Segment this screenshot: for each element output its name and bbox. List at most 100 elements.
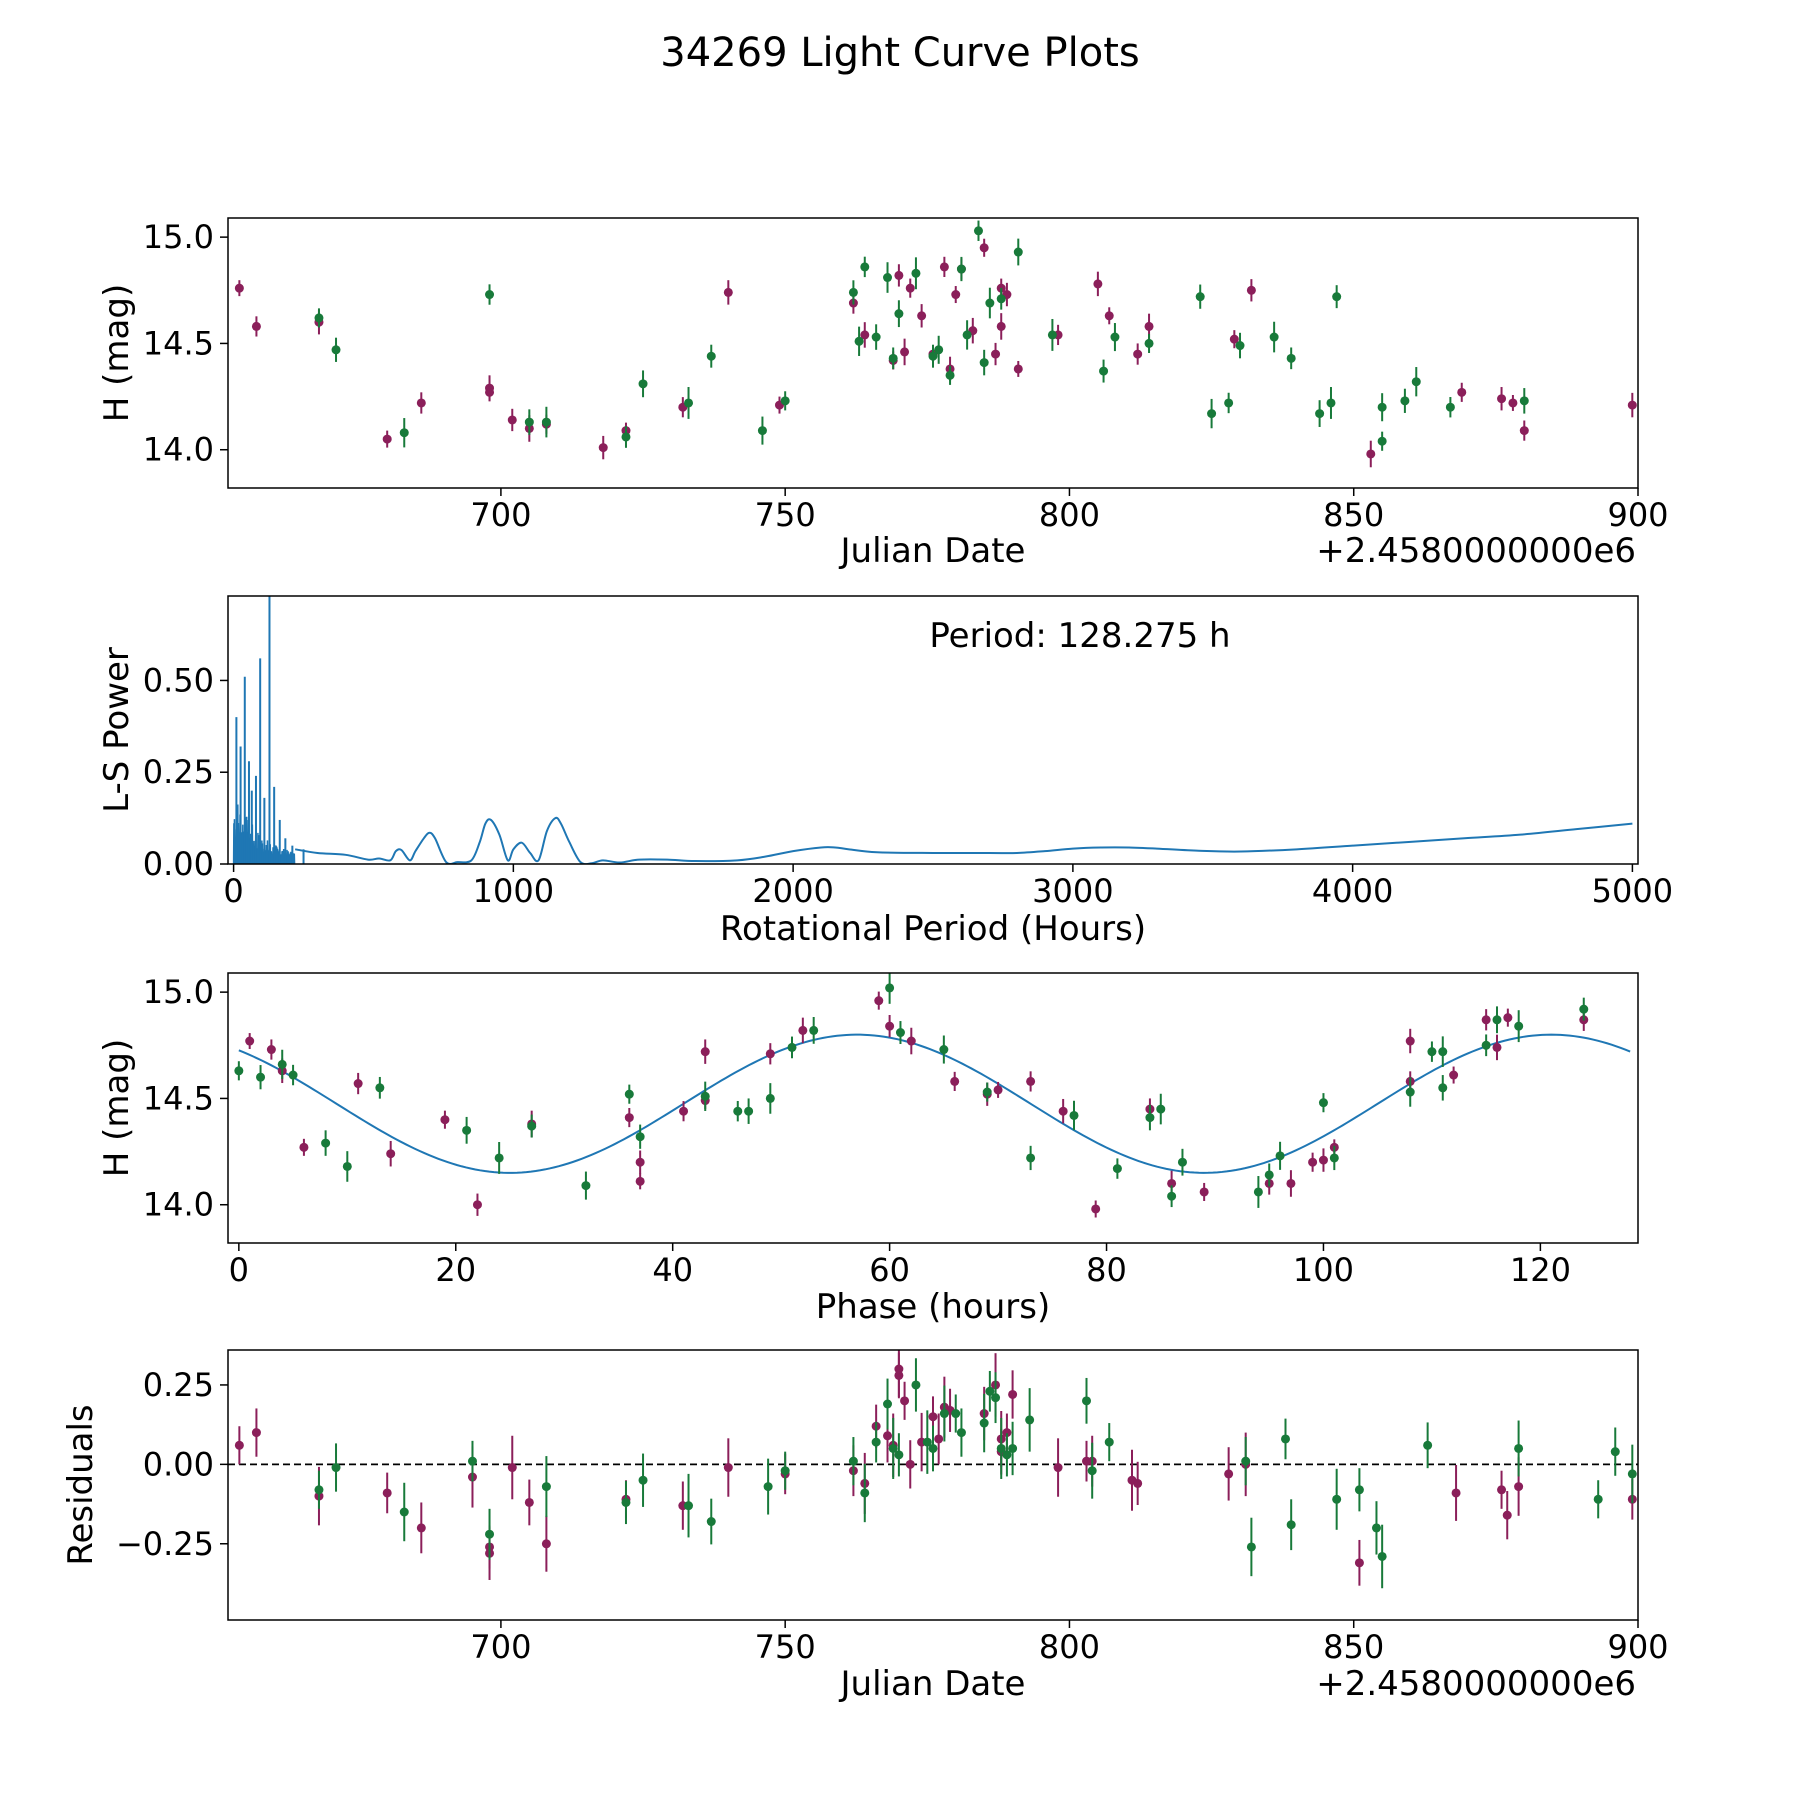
data-point (635, 1157, 645, 1167)
x-tick-label: 100 (1293, 1251, 1354, 1289)
data-point (939, 1045, 949, 1055)
data-point (342, 1161, 352, 1171)
light-curve-ticks: 700 750 800 850 900 14.0 14.5 15.0 (143, 218, 1669, 534)
data-point (860, 1488, 870, 1498)
x-tick-label: 0 (229, 1251, 249, 1289)
data-point (883, 273, 893, 283)
data-point (962, 330, 972, 340)
data-point (1207, 409, 1217, 419)
data-point (871, 1437, 881, 1447)
phased-data (234, 973, 1631, 1218)
data-point (1241, 1456, 1251, 1466)
data-point (991, 349, 1001, 359)
y-tick-label: 0.00 (143, 1445, 214, 1483)
x-tick-label: 900 (1607, 496, 1668, 534)
x-tick-label: 120 (1510, 1251, 1571, 1289)
data-point (951, 1409, 961, 1419)
data-point (1177, 1157, 1187, 1167)
data-point (507, 1463, 517, 1473)
data-point (1354, 1558, 1364, 1568)
data-point (1008, 1443, 1018, 1453)
data-point (1224, 1469, 1234, 1479)
y-tick-label: 0.25 (143, 753, 214, 791)
data-point (1013, 364, 1023, 374)
data-point (524, 1497, 534, 1507)
data-point (1427, 1047, 1437, 1057)
data-point (1449, 1070, 1459, 1080)
data-point (1377, 1551, 1387, 1561)
x-tick-label: 750 (755, 496, 816, 534)
data-point (245, 1036, 255, 1046)
x-tick-label: 750 (755, 1628, 816, 1666)
x-tick-label: 60 (869, 1251, 910, 1289)
data-point (894, 270, 904, 280)
data-point (1069, 1110, 1079, 1120)
residuals-ylabel: Residuals (61, 1404, 101, 1565)
data-point (382, 1488, 392, 1498)
data-point (1514, 1482, 1524, 1492)
x-tick-label: 850 (1323, 496, 1384, 534)
periodogram-curve (294, 816, 1633, 864)
data-point (956, 1428, 966, 1438)
data-point (1112, 1164, 1122, 1174)
data-point (700, 1047, 710, 1057)
data-point (1253, 1187, 1263, 1197)
data-point (1332, 292, 1342, 302)
data-point (331, 1463, 341, 1473)
data-point (527, 1121, 537, 1131)
data-point (467, 1456, 477, 1466)
data-point (624, 1113, 634, 1123)
x-tick-label: 800 (1039, 1628, 1100, 1666)
data-point (1013, 247, 1023, 257)
residuals-axes (227, 1349, 1639, 1621)
data-point (860, 262, 870, 272)
y-tick-label: −0.25 (116, 1525, 214, 1563)
data-point (1502, 1510, 1512, 1520)
data-point (1627, 1469, 1637, 1479)
x-tick-label: 5000 (1592, 872, 1673, 910)
data-point (1411, 377, 1421, 387)
x-tick-label: 850 (1323, 1628, 1384, 1666)
data-point (581, 1181, 591, 1191)
data-point (1377, 436, 1387, 446)
data-point (1286, 1178, 1296, 1188)
data-point (234, 1440, 244, 1450)
data-point (894, 309, 904, 319)
data-point (1008, 1389, 1018, 1399)
periodogram-panel: 0 1000 2000 3000 4000 5000 0.00 0.25 0.50 Period… (97, 595, 1673, 949)
data-point (1145, 1113, 1155, 1123)
data-point (1156, 1104, 1166, 1114)
data-point (1451, 1488, 1461, 1498)
data-point (1264, 1170, 1274, 1180)
data-point (485, 387, 495, 397)
data-point (256, 1072, 266, 1082)
data-point (723, 1463, 733, 1473)
data-point (1497, 394, 1507, 404)
data-point (765, 1049, 775, 1059)
data-point (1329, 1153, 1339, 1163)
residuals-ticks: 700 750 800 850 900 −0.25 0.00 0.25 (116, 1366, 1669, 1666)
periodogram-axes (227, 595, 1639, 865)
period-annotation: Period: 128.275 h (929, 616, 1230, 656)
data-point (911, 268, 921, 278)
data-point (900, 1396, 910, 1406)
data-point (1503, 1013, 1513, 1023)
data-point (860, 330, 870, 340)
data-point (1286, 353, 1296, 363)
data-point (1275, 1151, 1285, 1161)
light-curve-axes (227, 217, 1639, 489)
data-point (900, 347, 910, 357)
data-point (979, 358, 989, 368)
data-point (1093, 279, 1103, 289)
data-point (684, 398, 694, 408)
data-point (888, 1443, 898, 1453)
data-point (1104, 311, 1114, 321)
model-curve (238, 1033, 1631, 1174)
data-point (1195, 292, 1205, 302)
data-point (798, 1025, 808, 1035)
data-point (911, 1380, 921, 1390)
data-point (985, 1386, 995, 1396)
data-point (1104, 1437, 1114, 1447)
data-point (440, 1115, 450, 1125)
data-point (353, 1079, 363, 1089)
